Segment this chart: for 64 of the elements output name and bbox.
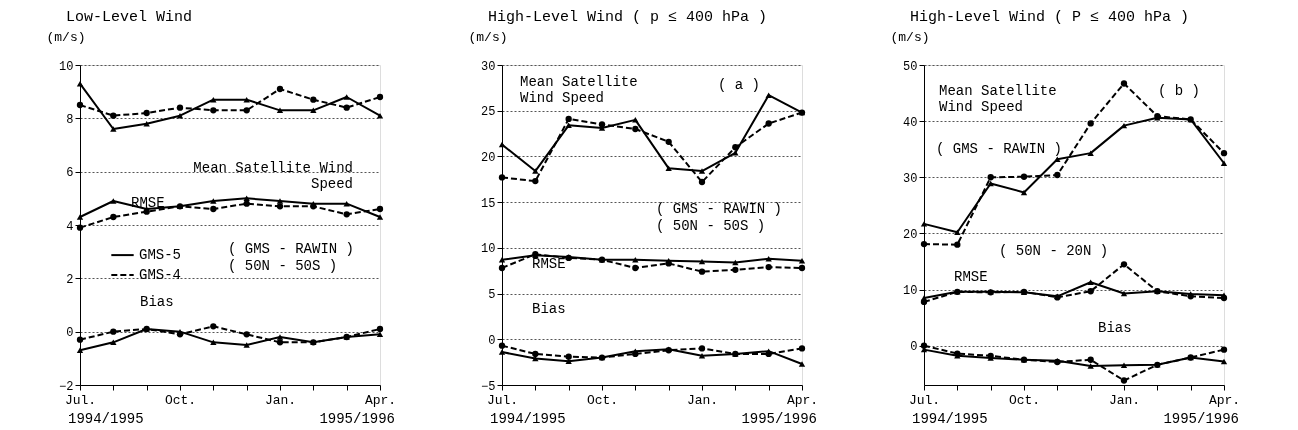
y-tick-label: 8 bbox=[66, 112, 74, 127]
chart-title: High-Level Wind ( P ≤ 400 hPa ) bbox=[910, 9, 1190, 26]
x-tick-label: Apr. bbox=[364, 392, 397, 408]
annotation: RMSE bbox=[131, 195, 165, 212]
y-tick-label: 0 bbox=[66, 326, 74, 341]
annotation: ( 50N - 20N ) bbox=[999, 243, 1109, 260]
annotation: ( 50N - 50S ) bbox=[656, 217, 766, 234]
annotation: Bias bbox=[532, 300, 566, 317]
x-tick-label: Apr. bbox=[1208, 392, 1241, 408]
y-axis-title: (m/s) bbox=[46, 29, 86, 45]
y-axis-title: (m/s) bbox=[468, 29, 508, 45]
y-tick-label: 20 bbox=[903, 227, 918, 242]
annotation: ( b ) bbox=[1158, 83, 1201, 100]
text: 1994/1995 bbox=[490, 411, 566, 428]
annotation: Mean Satellite Wind Speed bbox=[520, 73, 638, 106]
annotation: ( 50N - 50S ) bbox=[228, 257, 338, 274]
y-tick-label: 6 bbox=[66, 166, 74, 181]
x-tick-label: Oct. bbox=[164, 392, 197, 408]
y-tick-label: 2 bbox=[66, 272, 74, 287]
annotation: ( a ) bbox=[718, 76, 761, 93]
annotation: RMSE bbox=[954, 268, 988, 285]
y-tick-label: 30 bbox=[481, 59, 496, 74]
y-tick-label: 4 bbox=[66, 219, 74, 234]
x-tick-label: Jan. bbox=[264, 392, 297, 408]
text: 1994/1995 bbox=[68, 411, 144, 428]
y-tick-label: −5 bbox=[481, 379, 496, 394]
x-tick-label: Oct. bbox=[1008, 392, 1041, 408]
y-tick-label: 15 bbox=[481, 196, 496, 211]
annotation: Mean Satellite Wind Speed bbox=[939, 83, 1057, 116]
legend-label: GMS-4 bbox=[139, 267, 182, 284]
chart-title: Low-Level Wind bbox=[66, 9, 193, 26]
x-tick-label: Jan. bbox=[686, 392, 719, 408]
x-tick-label: Jul. bbox=[486, 392, 519, 408]
y-tick-label: 10 bbox=[59, 59, 74, 74]
annotation: ( GMS - RAWIN ) bbox=[936, 140, 1063, 157]
annotation: Bias bbox=[1098, 320, 1132, 336]
y-tick-label: 0 bbox=[910, 340, 918, 355]
annotation: ( GMS - RAWIN ) bbox=[228, 240, 355, 257]
annotation: Bias bbox=[140, 294, 174, 311]
y-tick-label: 0 bbox=[488, 333, 496, 348]
y-tick-label: −2 bbox=[59, 379, 74, 394]
legend-label: GMS-5 bbox=[139, 247, 182, 264]
annotation: RMSE bbox=[532, 256, 566, 272]
chart-title: High-Level Wind ( p ≤ 400 hPa ) bbox=[488, 9, 768, 26]
x-tick-label: Jul. bbox=[64, 392, 97, 408]
x-tick-label: Oct. bbox=[586, 392, 619, 408]
text: 1994/1995 bbox=[912, 411, 988, 428]
annotation: ( GMS - RAWIN ) bbox=[656, 200, 783, 217]
annotation: Mean Satellite Wind Speed bbox=[193, 160, 353, 192]
y-tick-label: 40 bbox=[903, 115, 918, 130]
text: 1995/1996 bbox=[741, 411, 817, 428]
text: 1995/1996 bbox=[319, 411, 395, 428]
y-tick-label: 5 bbox=[488, 288, 496, 303]
y-tick-label: 30 bbox=[903, 171, 918, 186]
y-tick-label: 20 bbox=[481, 150, 496, 165]
x-tick-label: Apr. bbox=[786, 392, 819, 408]
text: 1995/1996 bbox=[1163, 411, 1239, 428]
y-axis-title: (m/s) bbox=[890, 29, 930, 45]
y-tick-label: 10 bbox=[481, 242, 496, 257]
x-tick-label: Jan. bbox=[1108, 392, 1141, 408]
y-tick-label: 25 bbox=[481, 105, 496, 120]
y-tick-label: 10 bbox=[903, 284, 918, 299]
y-tick-label: 50 bbox=[903, 59, 918, 74]
x-tick-label: Jul. bbox=[908, 392, 941, 408]
